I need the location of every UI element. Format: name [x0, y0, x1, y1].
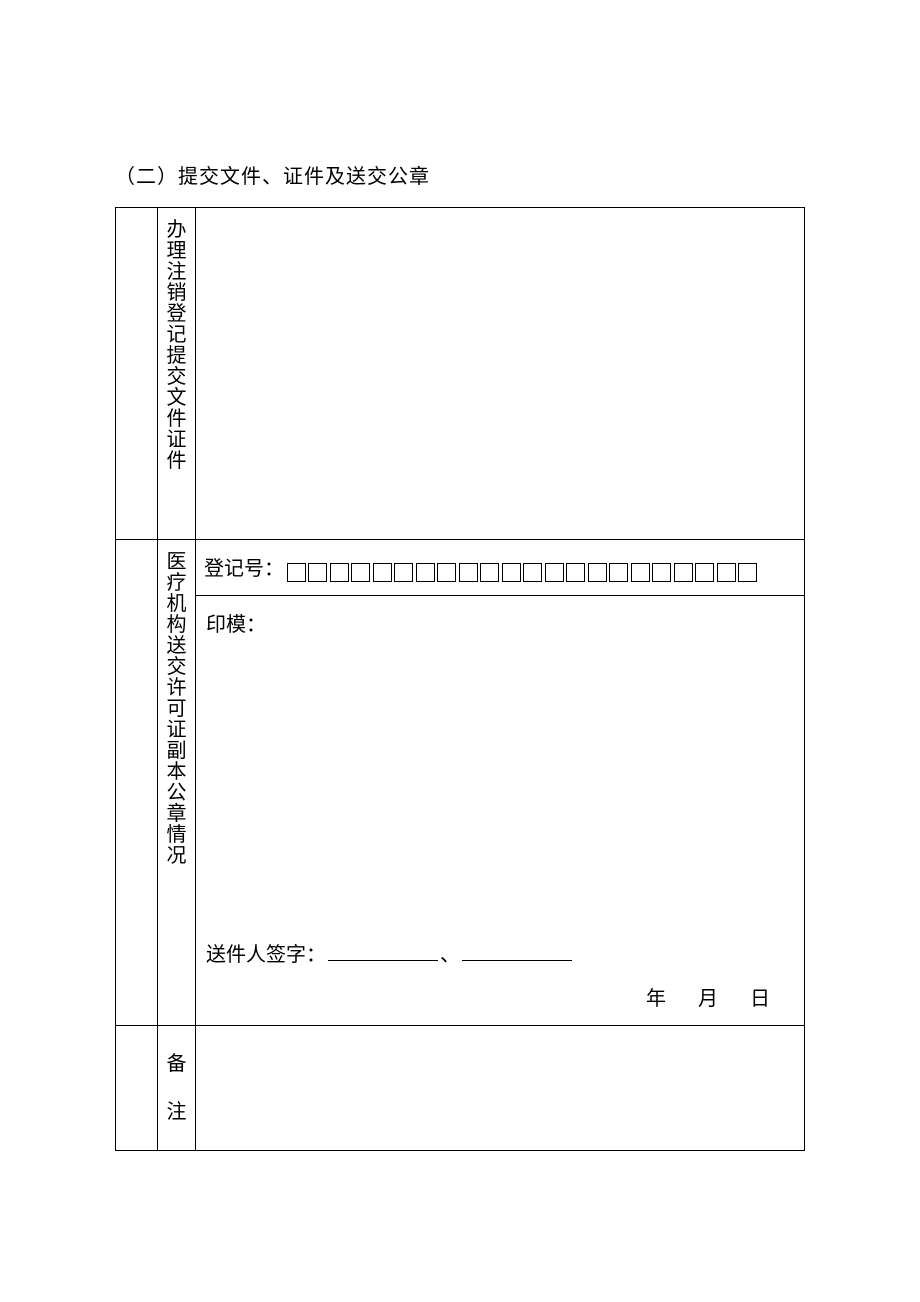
registration-number-cell: 登记号： [196, 540, 805, 596]
reg-no-box[interactable] [652, 563, 671, 582]
reg-no-box[interactable] [416, 563, 435, 582]
date-line: 年月日 [618, 982, 774, 1011]
reg-no-box[interactable] [674, 563, 693, 582]
reg-no-box[interactable] [330, 563, 349, 582]
reg-no-box[interactable] [480, 563, 499, 582]
date-year-label: 年 [646, 988, 670, 1010]
remark-label-line1: 备 [162, 1040, 191, 1088]
sender-label: 送件人签字： [206, 944, 326, 966]
row3-content-cell[interactable] [196, 1026, 805, 1151]
signature-field-2[interactable] [462, 941, 572, 961]
reg-no-box[interactable] [373, 563, 392, 582]
row2-number-cell [116, 540, 158, 1026]
row1-label-cell: 办理注销登记提交文件证件 [158, 208, 196, 540]
signature-field-1[interactable] [328, 941, 438, 961]
reg-no-box[interactable] [566, 563, 585, 582]
remark-label-line2: 注 [162, 1088, 191, 1136]
form-page: （二）提交文件、证件及送交公章 办理注销登记提交文件证件 医疗机构送交许可证副本… [0, 0, 920, 1151]
reg-no-box[interactable] [717, 563, 736, 582]
table-row: 备 注 [116, 1026, 805, 1151]
reg-no-box[interactable] [738, 563, 757, 582]
reg-no-box[interactable] [351, 563, 370, 582]
reg-no-box[interactable] [523, 563, 542, 582]
reg-no-boxes[interactable] [284, 557, 757, 583]
row3-label-cell: 备 注 [158, 1026, 196, 1151]
row2-label: 医疗机构送交许可证副本公章情况 [167, 552, 187, 867]
stamp-label: 印模： [206, 608, 794, 637]
reg-no-box[interactable] [308, 563, 327, 582]
table-row: 医疗机构送交许可证副本公章情况 登记号： [116, 540, 805, 596]
sender-signature-line: 送件人签字： 、 [206, 938, 574, 967]
reg-no-label: 登记号： [204, 558, 284, 580]
row1-number-cell [116, 208, 158, 540]
reg-no-box[interactable] [437, 563, 456, 582]
row2-label-cell: 医疗机构送交许可证副本公章情况 [158, 540, 196, 1026]
row1-content-cell[interactable] [196, 208, 805, 540]
reg-no-box[interactable] [609, 563, 628, 582]
reg-no-box[interactable] [588, 563, 607, 582]
table-row: 办理注销登记提交文件证件 [116, 208, 805, 540]
reg-no-box[interactable] [287, 563, 306, 582]
separator: 、 [440, 944, 460, 966]
reg-no-box[interactable] [545, 563, 564, 582]
reg-no-box[interactable] [631, 563, 650, 582]
reg-no-box[interactable] [502, 563, 521, 582]
row1-label: 办理注销登记提交文件证件 [167, 220, 187, 472]
reg-no-box[interactable] [459, 563, 478, 582]
section-title: （二）提交文件、证件及送交公章 [115, 160, 805, 189]
date-month-label: 月 [698, 988, 722, 1010]
row3-number-cell [116, 1026, 158, 1151]
date-day-label: 日 [750, 988, 774, 1010]
reg-no-box[interactable] [695, 563, 714, 582]
table-row: 印模： 送件人签字： 、 年 月 日 [116, 596, 805, 1026]
form-table: 办理注销登记提交文件证件 医疗机构送交许可证副本公章情况 登记号： 印模： 送件… [115, 207, 805, 1151]
reg-no-box[interactable] [394, 563, 413, 582]
stamp-signature-cell: 印模： 送件人签字： 、 年 月 日 [196, 596, 805, 1026]
